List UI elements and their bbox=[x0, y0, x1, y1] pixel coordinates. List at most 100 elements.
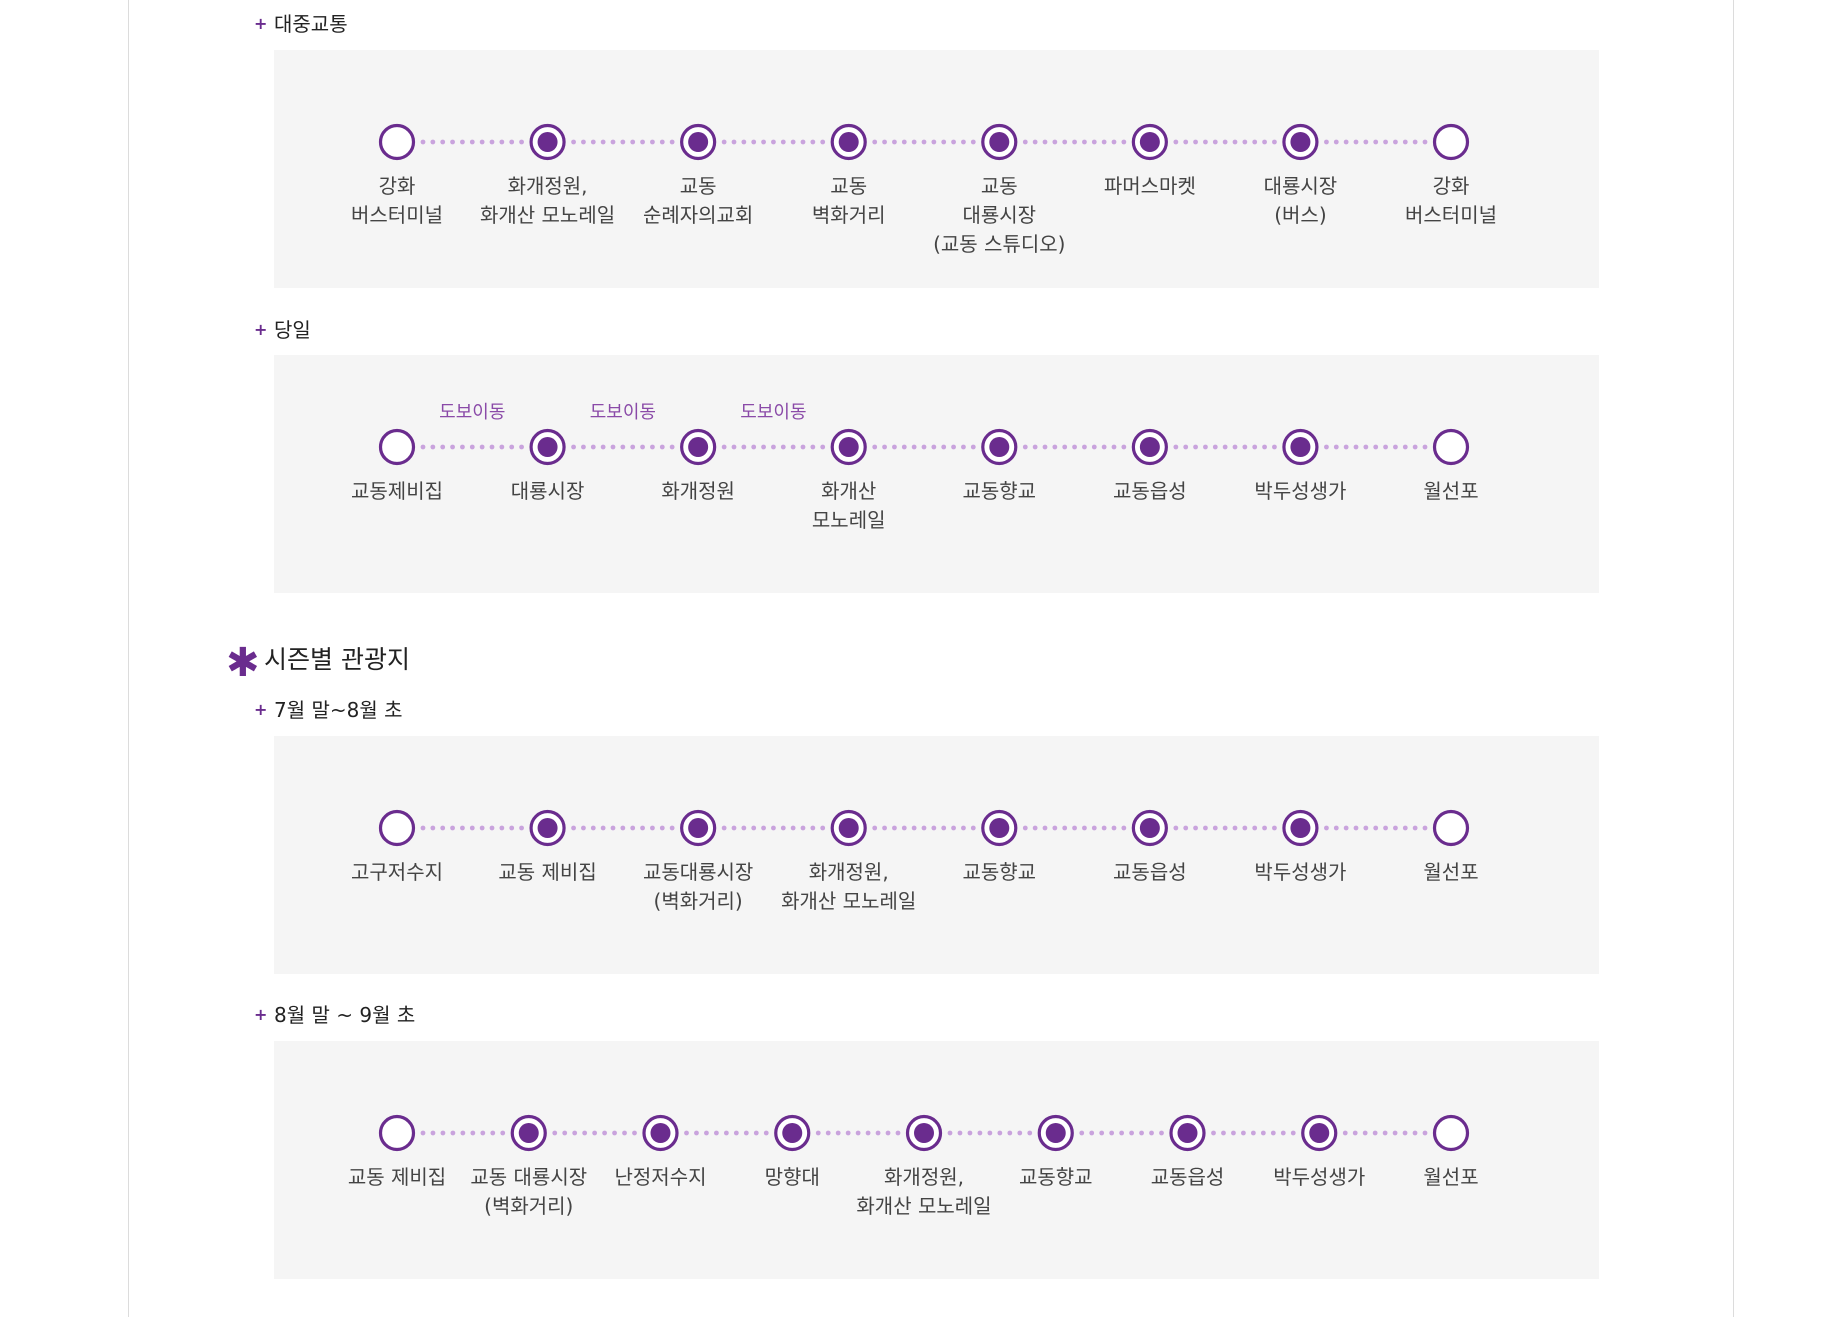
section-title-text: 8월 말 ~ 9월 초 bbox=[274, 1003, 416, 1027]
route-connector-dot bbox=[911, 444, 917, 450]
route-connector-dot bbox=[1222, 825, 1228, 831]
route-connector-dot bbox=[489, 444, 495, 450]
route-connector-dot bbox=[1072, 139, 1077, 145]
route-connector-dot bbox=[571, 444, 576, 450]
route-connector-dot bbox=[1324, 444, 1329, 450]
route-connector-dot bbox=[820, 139, 826, 145]
route-connector-dot bbox=[1032, 444, 1038, 450]
route-connector-dot bbox=[921, 139, 927, 145]
route-connector-dot bbox=[941, 444, 947, 450]
route-connector-dot bbox=[961, 825, 966, 831]
route-endpoint-marker bbox=[1432, 428, 1470, 466]
route-connector-dot bbox=[721, 444, 727, 450]
route-connector-dot bbox=[1270, 1130, 1276, 1136]
route-endpoint-marker bbox=[378, 428, 416, 466]
route-connector-dot bbox=[1149, 1130, 1154, 1136]
route-connector-dot bbox=[1129, 1130, 1134, 1136]
route-connector-dot bbox=[741, 444, 747, 450]
route-connector-dot bbox=[592, 1130, 598, 1136]
route-stop-fill bbox=[1177, 1123, 1198, 1143]
route-connector-dot bbox=[519, 825, 524, 831]
route-connector-dot bbox=[440, 139, 446, 145]
route-connector-dot bbox=[1412, 1130, 1418, 1136]
route-endpoint-marker bbox=[1432, 123, 1470, 161]
route-connector-dot bbox=[947, 1130, 953, 1136]
route-connector-dot bbox=[1062, 139, 1068, 145]
stop-label: 화개정원, 화개산 모노레일 bbox=[856, 1165, 992, 1218]
stop-label: 박두성생가 bbox=[1254, 479, 1347, 503]
route-connector-dot bbox=[892, 825, 897, 831]
route-connector-dot bbox=[1052, 825, 1058, 831]
route-connector-dot bbox=[450, 139, 455, 145]
route-connector-dot bbox=[931, 444, 937, 450]
route-connector-dot bbox=[1193, 825, 1198, 831]
route-connector-dot bbox=[921, 825, 927, 831]
route-connector-dot bbox=[630, 825, 636, 831]
stop-label: 교동향교 bbox=[1018, 1165, 1093, 1189]
route-connector-dot bbox=[669, 444, 675, 450]
stop-label: 강화 버스터미널 bbox=[351, 174, 443, 227]
route-connector-dot bbox=[659, 444, 665, 450]
section-title-late-july: +7월 말~8월 초 bbox=[254, 694, 403, 726]
stop-label: 화개산 모노레일 bbox=[811, 479, 886, 532]
route-connector-dot bbox=[430, 139, 436, 145]
route-connector-dot bbox=[882, 825, 887, 831]
route-connector-dot bbox=[1212, 825, 1218, 831]
route-connector-dot bbox=[571, 825, 576, 831]
route-connector-dot bbox=[1422, 1130, 1428, 1136]
route-connector-dot bbox=[1139, 1130, 1144, 1136]
route-connector-dot bbox=[1042, 825, 1048, 831]
route-connector-dot bbox=[1353, 825, 1359, 831]
stop-label: 교동 대룡시장 (교동 스튜디오) bbox=[933, 174, 1066, 256]
route-connector-dot bbox=[420, 1130, 426, 1136]
route-connector-dot bbox=[704, 1130, 709, 1136]
route-connector-dot bbox=[855, 1130, 861, 1136]
route-connector-dot bbox=[882, 444, 887, 450]
route-connector-dot bbox=[500, 1130, 506, 1136]
route-connector-dot bbox=[1101, 444, 1107, 450]
route-connector-dot bbox=[470, 1130, 476, 1136]
route-connector-dot bbox=[731, 444, 737, 450]
route-connector-dot bbox=[977, 1130, 983, 1136]
route-stop-fill bbox=[838, 437, 859, 457]
route-connector-dot bbox=[602, 1130, 607, 1136]
route-connector-dot bbox=[1363, 139, 1369, 145]
stop-label: 박두성생가 bbox=[1254, 860, 1347, 884]
route-connector-dot bbox=[1252, 444, 1258, 450]
route-connector-dot bbox=[1343, 444, 1349, 450]
route-connector-dot bbox=[519, 444, 524, 450]
stop-label: 교동 대룡시장 (벽화거리) bbox=[470, 1165, 588, 1218]
route-connector-dot bbox=[650, 139, 655, 145]
route-stop-fill bbox=[518, 1123, 539, 1143]
route-connector-dot bbox=[509, 825, 515, 831]
route-connector-dot bbox=[1383, 444, 1388, 450]
route-connector-dot bbox=[480, 1130, 486, 1136]
stop-label: 월선포 bbox=[1423, 860, 1479, 884]
route-connector-dot bbox=[1422, 444, 1428, 450]
stop-label: 대룡시장 bbox=[510, 479, 585, 503]
route-connector-dot bbox=[997, 1130, 1003, 1136]
route-connector-dot bbox=[1353, 444, 1359, 450]
route-connector-dot bbox=[1072, 825, 1077, 831]
route-connector-dot bbox=[562, 1130, 568, 1136]
route-connector-dot bbox=[450, 825, 455, 831]
stop-label: 교동읍성 bbox=[1113, 479, 1187, 503]
route-connector-dot bbox=[490, 1130, 496, 1136]
route-connector-dot bbox=[420, 825, 426, 831]
route-connector-dot bbox=[499, 444, 505, 450]
route-connector-dot bbox=[790, 825, 796, 831]
route-connector-dot bbox=[581, 825, 586, 831]
route-connector-dot bbox=[1260, 1130, 1266, 1136]
stop-label: 교동향교 bbox=[962, 479, 1037, 503]
section-title-late-august: +8월 말 ~ 9월 초 bbox=[254, 999, 415, 1031]
plus-icon: + bbox=[254, 14, 268, 33]
route-connector-dot bbox=[600, 444, 606, 450]
route-connector-dot bbox=[1062, 444, 1068, 450]
route-connector-dot bbox=[865, 1130, 871, 1136]
section-title-day-trip: + 당일 bbox=[254, 314, 311, 346]
route-connector-dot bbox=[469, 444, 475, 450]
route-connector-dot bbox=[1402, 825, 1408, 831]
route-connector-dot bbox=[790, 139, 796, 145]
route-connector-dot bbox=[872, 825, 878, 831]
plus-icon: + bbox=[254, 1005, 268, 1024]
